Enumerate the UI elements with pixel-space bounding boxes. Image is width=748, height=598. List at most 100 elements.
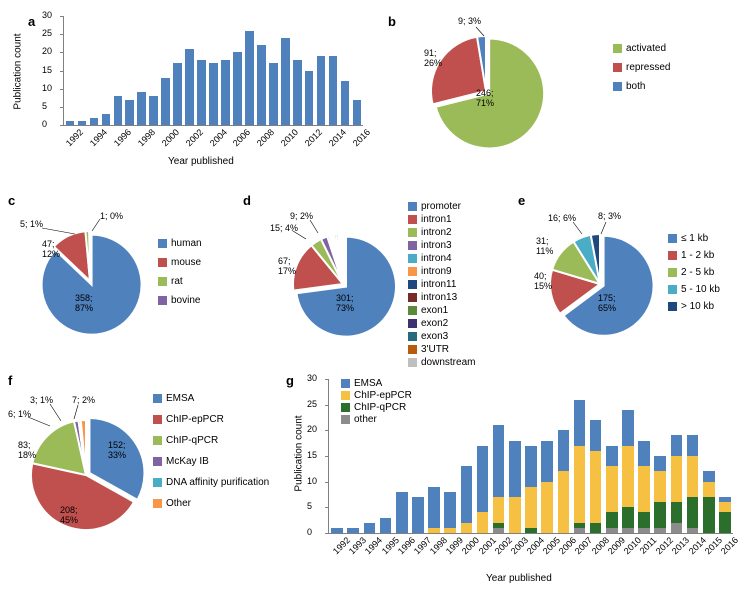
legend-swatch	[408, 280, 417, 289]
legend-swatch	[158, 296, 167, 305]
x-tick: 2016	[719, 535, 740, 556]
legend-text: intron13	[421, 292, 457, 303]
pie-slice-bovine	[89, 231, 90, 281]
legend-swatch	[408, 306, 417, 315]
legend-swatch	[668, 251, 677, 260]
legend-item-emsa: EMSA	[341, 378, 412, 389]
panel-c: c 358;87%47;12%5; 1%1; 0% humanmouseratb…	[8, 193, 238, 353]
bar	[185, 49, 194, 125]
legend-swatch	[408, 293, 417, 302]
legend-text: mouse	[171, 257, 201, 268]
bar	[525, 446, 537, 487]
legend-text: Other	[166, 498, 191, 509]
bar	[606, 466, 618, 512]
legend-text: intron4	[421, 253, 452, 264]
x-tick: 1992	[64, 127, 85, 148]
y-tick: 0	[307, 527, 325, 537]
legend-text: intron9	[421, 266, 452, 277]
bar	[245, 31, 254, 125]
panel-a-chart: 0510152025301992199419961998200020022004…	[63, 16, 363, 126]
legend-text: exon3	[421, 331, 448, 342]
slice-label: 83;18%	[18, 440, 36, 460]
y-tick: 15	[42, 65, 60, 75]
slice-label: 40;15%	[534, 271, 552, 291]
bar	[654, 456, 666, 471]
y-tick: 0	[42, 119, 60, 129]
legend-item-downstream: downstream	[408, 357, 475, 368]
x-tick: 1994	[363, 535, 384, 556]
panel-f-label: f	[8, 373, 12, 388]
legend-swatch	[668, 234, 677, 243]
legend-swatch	[613, 63, 622, 72]
panel-g-label: g	[286, 373, 294, 388]
bar	[590, 420, 602, 451]
bar	[477, 512, 489, 533]
legend-item-promoter: promoter	[408, 201, 475, 212]
legend-text: intron2	[421, 227, 452, 238]
bar	[428, 487, 440, 528]
bar	[161, 78, 170, 125]
bar	[347, 528, 359, 533]
x-tick: 1998	[136, 127, 157, 148]
bar	[461, 523, 473, 533]
panel-d: d 301;73%67;17%15; 4%9; 2% promoterintro…	[243, 193, 523, 353]
panel-c-label: c	[8, 193, 15, 208]
x-tick: 2004	[207, 127, 228, 148]
legend-text: ChIP-epPCR	[354, 390, 412, 401]
slice-label: 9; 3%	[458, 16, 481, 26]
bar	[149, 96, 158, 125]
bar	[558, 430, 570, 471]
legend-swatch	[153, 499, 162, 508]
bar	[654, 502, 666, 528]
bar	[477, 446, 489, 513]
legend-swatch	[408, 319, 417, 328]
bar	[493, 523, 505, 528]
panel-d-legend: promoterintron1intron2intron3intron4intr…	[408, 201, 475, 370]
slice-label: 358;87%	[75, 293, 93, 313]
legend-item-chip-eppcr: ChIP-epPCR	[341, 390, 412, 401]
legend-item-2---5-kb: 2 - 5 kb	[668, 267, 720, 278]
bar	[396, 492, 408, 533]
legend-item-intron1: intron1	[408, 214, 475, 225]
legend-item-exon3: exon3	[408, 331, 475, 342]
bar	[173, 63, 182, 125]
legend-item-rat: rat	[158, 276, 202, 287]
slice-label: 31;11%	[536, 236, 553, 256]
legend-swatch	[408, 332, 417, 341]
legend-item-1---2-kb: 1 - 2 kb	[668, 250, 720, 261]
legend-item-emsa: EMSA	[153, 393, 273, 404]
x-tick: 2013	[670, 535, 691, 556]
bar	[671, 523, 683, 533]
bar	[719, 512, 731, 533]
bar	[66, 121, 75, 125]
x-tick: 2016	[351, 127, 372, 148]
legend-swatch	[153, 394, 162, 403]
bar	[687, 497, 699, 528]
bar	[622, 446, 634, 508]
legend-text: intron1	[421, 214, 452, 225]
bar	[137, 92, 146, 125]
legend-item-mckay-ib: McKay IB	[153, 456, 273, 467]
y-tick: 5	[42, 101, 60, 111]
bar	[509, 497, 521, 533]
legend-item-intron11: intron11	[408, 279, 475, 290]
legend-text: downstream	[421, 357, 475, 368]
bar	[380, 518, 392, 533]
slice-label: 91;26%	[424, 48, 442, 68]
x-tick: 1996	[112, 127, 133, 148]
bar	[269, 63, 278, 125]
legend-text: bovine	[171, 295, 200, 306]
bar	[257, 45, 266, 125]
legend-swatch	[408, 254, 417, 263]
slice-label: 246;71%	[476, 88, 494, 108]
bar	[606, 512, 618, 527]
slice-label: 152;33%	[108, 440, 126, 460]
panel-e-label: e	[518, 193, 525, 208]
slice-label: 301;73%	[336, 293, 354, 313]
bar	[525, 487, 537, 528]
panel-a-xlabel: Year published	[168, 156, 234, 167]
slice-label: 5; 1%	[20, 219, 43, 229]
legend-swatch	[158, 239, 167, 248]
y-tick: 25	[42, 28, 60, 38]
legend-text: both	[626, 81, 645, 92]
